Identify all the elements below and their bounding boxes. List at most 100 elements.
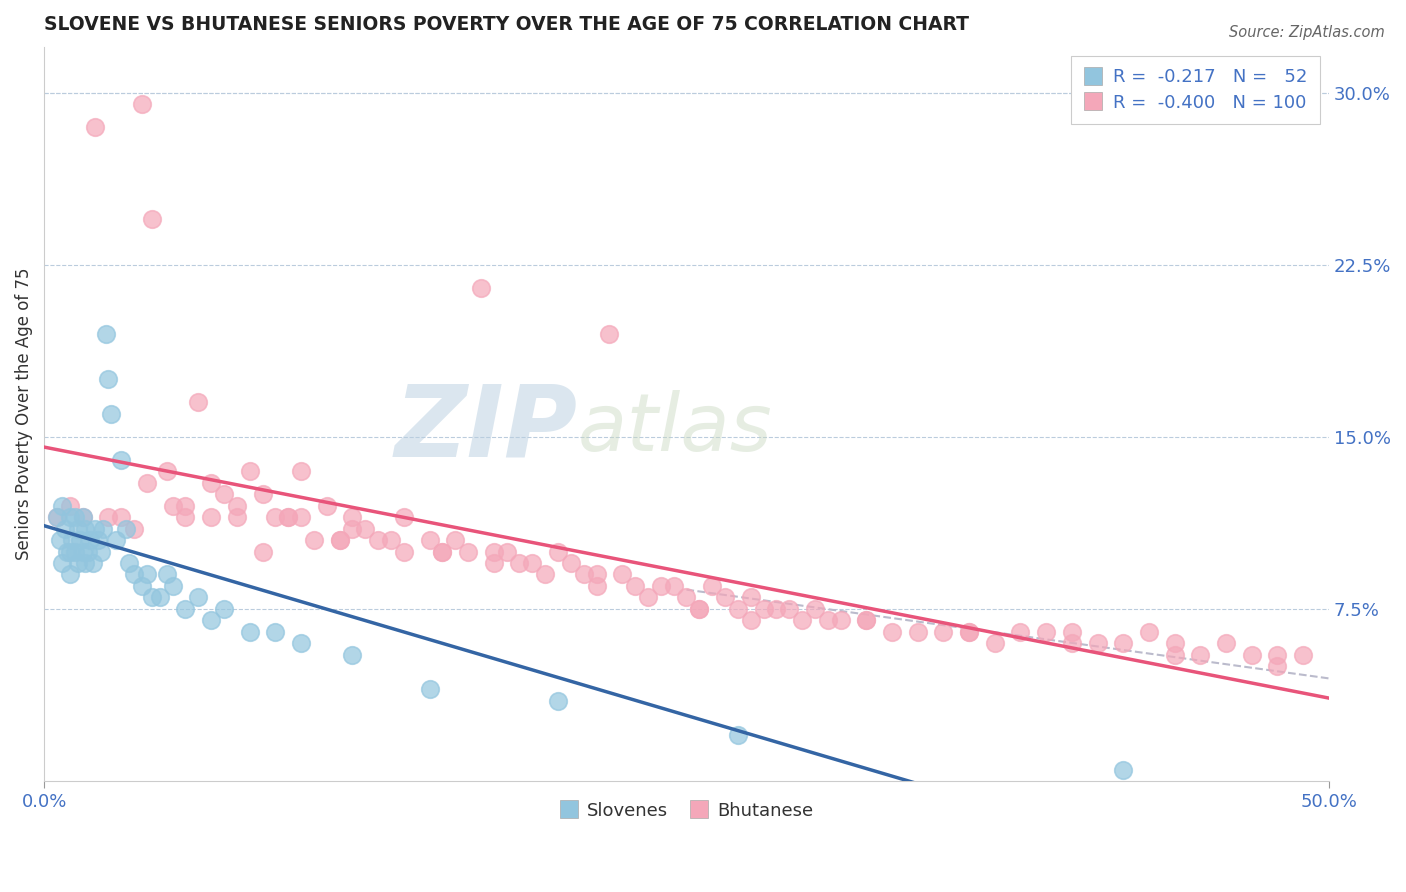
Point — [392, 510, 415, 524]
Point — [149, 591, 172, 605]
Point — [290, 464, 312, 478]
Legend: Slovenes, Bhutanese: Slovenes, Bhutanese — [553, 795, 820, 827]
Point — [53, 522, 76, 536]
Point — [66, 556, 89, 570]
Point — [662, 579, 685, 593]
Point — [765, 602, 787, 616]
Point — [72, 510, 94, 524]
Point — [239, 464, 262, 478]
Point — [131, 97, 153, 112]
Point — [817, 613, 839, 627]
Point — [122, 522, 145, 536]
Point — [63, 544, 86, 558]
Point — [252, 487, 274, 501]
Point — [118, 556, 141, 570]
Point — [302, 533, 325, 547]
Point — [1060, 624, 1083, 639]
Point — [110, 452, 132, 467]
Point — [200, 613, 222, 627]
Point — [56, 544, 79, 558]
Text: Source: ZipAtlas.com: Source: ZipAtlas.com — [1229, 25, 1385, 40]
Point — [444, 533, 467, 547]
Point — [855, 613, 877, 627]
Point — [1189, 648, 1212, 662]
Point — [572, 567, 595, 582]
Point — [135, 567, 157, 582]
Point — [84, 522, 107, 536]
Point — [547, 694, 569, 708]
Point — [482, 544, 505, 558]
Point — [1240, 648, 1263, 662]
Point — [957, 624, 980, 639]
Point — [72, 544, 94, 558]
Point — [277, 510, 299, 524]
Point — [162, 579, 184, 593]
Point — [957, 624, 980, 639]
Point — [59, 567, 82, 582]
Point — [1112, 636, 1135, 650]
Point — [392, 544, 415, 558]
Point — [187, 395, 209, 409]
Point — [790, 613, 813, 627]
Point — [97, 510, 120, 524]
Point — [174, 602, 197, 616]
Point — [59, 510, 82, 524]
Point — [880, 624, 903, 639]
Point — [63, 510, 86, 524]
Point — [239, 624, 262, 639]
Point — [48, 533, 70, 547]
Point — [162, 499, 184, 513]
Point — [585, 579, 607, 593]
Point — [508, 556, 530, 570]
Point — [1267, 659, 1289, 673]
Point — [1292, 648, 1315, 662]
Point — [342, 510, 364, 524]
Point — [212, 487, 235, 501]
Point — [1215, 636, 1237, 650]
Point — [212, 602, 235, 616]
Point — [727, 728, 749, 742]
Point — [264, 624, 287, 639]
Point — [688, 602, 710, 616]
Point — [97, 372, 120, 386]
Point — [82, 556, 104, 570]
Point — [46, 510, 69, 524]
Point — [225, 510, 247, 524]
Point — [740, 591, 762, 605]
Point — [135, 475, 157, 490]
Point — [51, 556, 73, 570]
Point — [84, 120, 107, 134]
Point — [727, 602, 749, 616]
Point — [329, 533, 352, 547]
Point — [225, 499, 247, 513]
Point — [752, 602, 775, 616]
Point — [69, 533, 91, 547]
Point — [367, 533, 389, 547]
Point — [984, 636, 1007, 650]
Point — [534, 567, 557, 582]
Point — [1087, 636, 1109, 650]
Point — [174, 510, 197, 524]
Point — [342, 522, 364, 536]
Point — [1112, 763, 1135, 777]
Point — [598, 326, 620, 341]
Point — [714, 591, 737, 605]
Point — [75, 522, 97, 536]
Point — [688, 602, 710, 616]
Point — [200, 510, 222, 524]
Point — [1267, 648, 1289, 662]
Point — [624, 579, 647, 593]
Point — [46, 510, 69, 524]
Point — [560, 556, 582, 570]
Point — [700, 579, 723, 593]
Point — [830, 613, 852, 627]
Point — [482, 556, 505, 570]
Point — [187, 591, 209, 605]
Point — [100, 407, 122, 421]
Point — [110, 510, 132, 524]
Point — [252, 544, 274, 558]
Point — [637, 591, 659, 605]
Point — [778, 602, 800, 616]
Point — [522, 556, 544, 570]
Point — [141, 591, 163, 605]
